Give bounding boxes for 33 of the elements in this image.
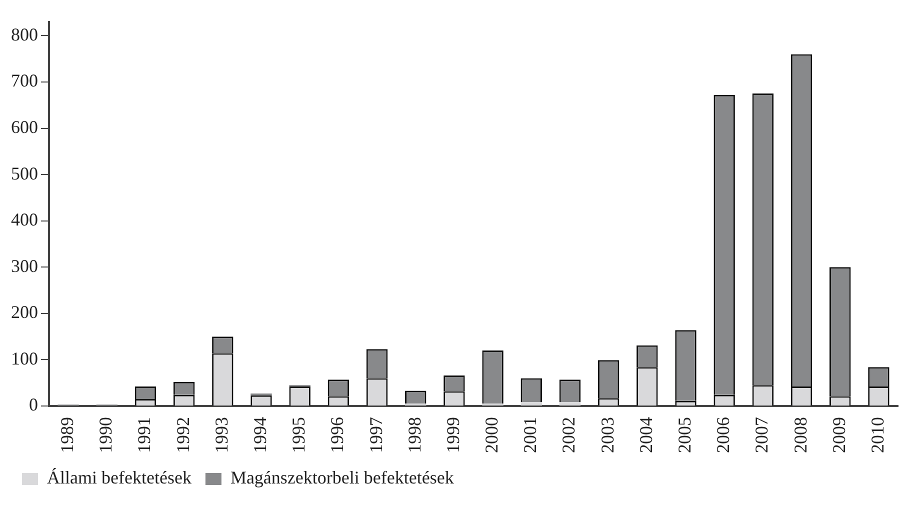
x-tick-label: 2002 bbox=[558, 417, 579, 453]
x-tick-label: 2010 bbox=[867, 417, 888, 453]
x-tick-label: 1999 bbox=[442, 417, 463, 453]
x-tick-label: 2005 bbox=[674, 417, 694, 453]
x-tick-label: 1995 bbox=[288, 417, 309, 453]
x-tick-label: 1996 bbox=[327, 417, 348, 453]
x-tick-label: 1990 bbox=[96, 417, 116, 453]
x-tick-label: 2008 bbox=[790, 417, 810, 453]
x-tick-label: 2001 bbox=[520, 417, 540, 453]
x-tick-label: 2009 bbox=[828, 417, 849, 453]
x-tick-label: 2004 bbox=[636, 417, 656, 453]
y-tick-label: 300 bbox=[11, 256, 38, 276]
x-tick-label: 1991 bbox=[134, 417, 154, 453]
y-tick-label: 0 bbox=[29, 394, 38, 415]
legend-label: Magánszektorbeli befektetések bbox=[230, 468, 454, 488]
y-tick-label: 200 bbox=[11, 302, 38, 322]
x-tick-label: 1998 bbox=[404, 417, 424, 453]
x-tick-label: 2007 bbox=[752, 417, 772, 453]
y-tick-label: 700 bbox=[11, 70, 38, 91]
x-tick-label: 2003 bbox=[597, 417, 618, 453]
y-tick-label: 400 bbox=[11, 210, 38, 230]
x-tick-label: 1997 bbox=[366, 417, 386, 453]
x-tick-label: 1994 bbox=[250, 417, 270, 453]
x-tick-label: 1992 bbox=[172, 417, 193, 453]
x-tick-label: 2000 bbox=[482, 417, 502, 453]
x-tick-label: 1989 bbox=[57, 417, 78, 453]
y-tick-label: 600 bbox=[11, 117, 38, 137]
legend-label: Állami befektetések bbox=[47, 468, 192, 488]
x-tick-label: 1993 bbox=[211, 417, 232, 453]
y-tick-label: 500 bbox=[11, 163, 38, 184]
y-tick-label: 800 bbox=[11, 24, 38, 44]
x-tick-label: 2006 bbox=[713, 417, 734, 453]
y-tick-label: 100 bbox=[11, 348, 38, 368]
